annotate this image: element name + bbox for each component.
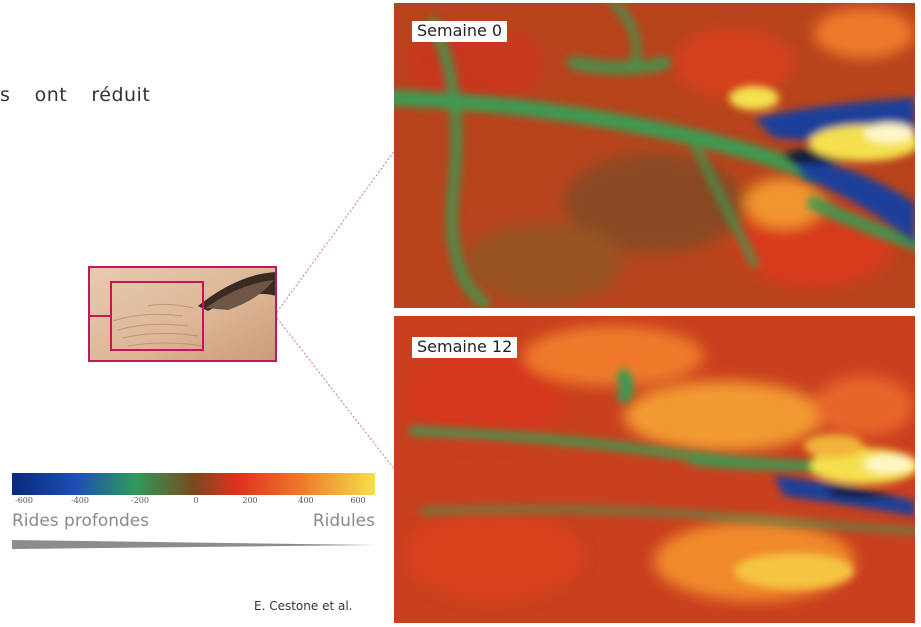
color-scale-bar	[12, 473, 375, 495]
scale-label-deep-wrinkles: Rides profondes	[12, 511, 150, 531]
scale-tick: 600	[350, 496, 366, 505]
scale-tick: 400	[298, 496, 314, 505]
image-credit: E. Cestone et al.	[254, 599, 353, 613]
color-scale: -600 -400 -200 0 200 400 600 Rides profo…	[12, 473, 375, 549]
scale-tick: -600	[15, 496, 33, 505]
intro-fragment-2: ont	[34, 84, 68, 106]
eye-thumbnail	[88, 266, 277, 362]
heatmap-panel-week-0: Semaine 0	[394, 3, 915, 308]
scale-wedge	[12, 540, 375, 549]
leader-line-bottom	[276, 317, 396, 471]
scale-tick: -200	[131, 496, 149, 505]
intro-fragment-1: s	[0, 84, 11, 106]
scale-label-fine-lines: Ridules	[312, 511, 375, 531]
heatmap-week-0	[394, 3, 915, 308]
scale-tick: 200	[242, 496, 258, 505]
outer-frame	[88, 266, 277, 362]
leader-line-top	[276, 149, 396, 313]
intro-text: s ont réduit	[0, 84, 200, 106]
scale-tick: -400	[71, 496, 89, 505]
intro-fragment-3: réduit	[91, 84, 151, 106]
heatmap-panel-week-12: Semaine 12	[394, 316, 915, 623]
heatmap-week-12	[394, 316, 915, 623]
scale-labels: Rides profondes Ridules	[12, 511, 375, 533]
scale-tick: 0	[193, 496, 199, 505]
panel-label-week-0: Semaine 0	[412, 21, 508, 42]
scale-ticks: -600 -400 -200 0 200 400 600	[12, 496, 375, 510]
panel-label-week-12: Semaine 12	[412, 337, 518, 358]
